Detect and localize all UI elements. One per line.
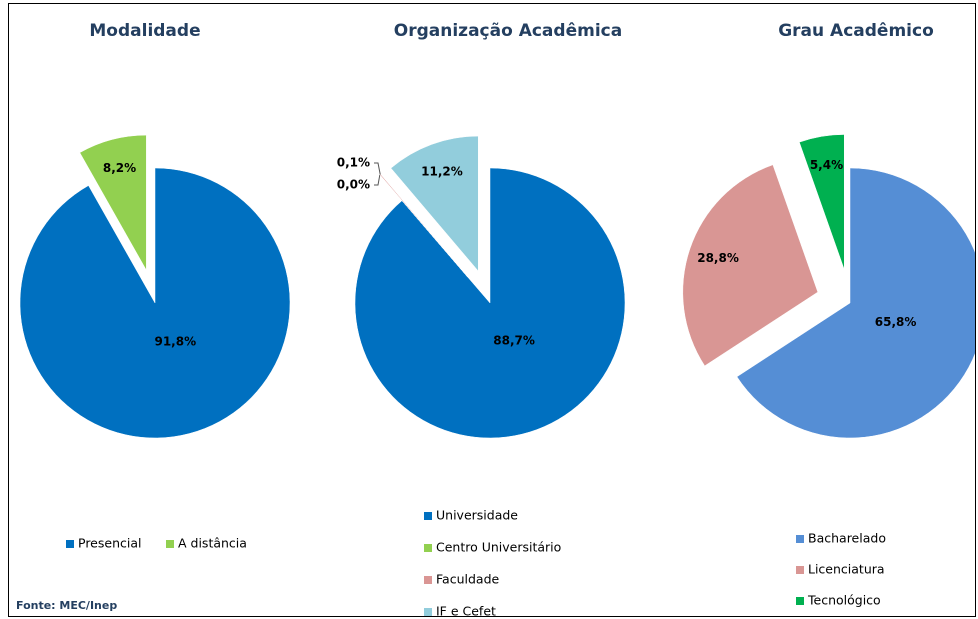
legend-swatch — [166, 540, 174, 548]
pie-slice — [390, 135, 479, 272]
pie-slice — [354, 167, 626, 439]
legend-swatch — [424, 576, 432, 584]
leader-line — [374, 174, 381, 186]
data-label: 65,8% — [875, 315, 917, 329]
legend-label: IF e Cefet — [436, 604, 496, 619]
data-label: 91,8% — [154, 335, 196, 349]
legend-label: Licenciatura — [808, 562, 885, 577]
chart-title: Organização Acadêmica — [394, 21, 622, 41]
pie-slice — [799, 134, 845, 270]
pie-slice — [682, 164, 819, 367]
legend-swatch — [424, 544, 432, 552]
legend-label: Faculdade — [436, 572, 499, 587]
legend-swatch — [796, 535, 804, 543]
data-label: 11,2% — [421, 165, 463, 179]
pie-slice — [79, 134, 147, 272]
legend-swatch — [796, 566, 804, 574]
legend-swatch — [424, 512, 432, 520]
pie-slice — [736, 167, 975, 439]
legend-swatch — [424, 608, 432, 616]
chart-title: Grau Acadêmico — [778, 21, 934, 41]
chart-title: Modalidade — [89, 21, 200, 41]
legend-swatch — [796, 597, 804, 605]
legend-swatch — [66, 540, 74, 548]
data-label: 0,1% — [337, 156, 370, 170]
legend-label: Bacharelado — [808, 531, 886, 546]
data-label: 28,8% — [697, 251, 739, 265]
legend-label: Universidade — [436, 508, 518, 523]
legend-label: Presencial — [78, 536, 141, 551]
legend-label: Centro Universitário — [436, 540, 561, 555]
data-label: 88,7% — [493, 333, 535, 347]
pie-slice — [19, 167, 291, 439]
legend-label: Tecnológico — [807, 593, 881, 608]
data-label: 0,0% — [337, 178, 370, 192]
source: Fonte: MEC/Inep — [16, 599, 117, 612]
charts: Modalidade 91,8% Presencial 8,2% A distância… — [19, 21, 975, 619]
leader-line — [374, 162, 381, 175]
data-label: 8,2% — [103, 161, 136, 175]
data-label: 5,4% — [810, 158, 843, 172]
legend-label: A distância — [178, 536, 247, 551]
